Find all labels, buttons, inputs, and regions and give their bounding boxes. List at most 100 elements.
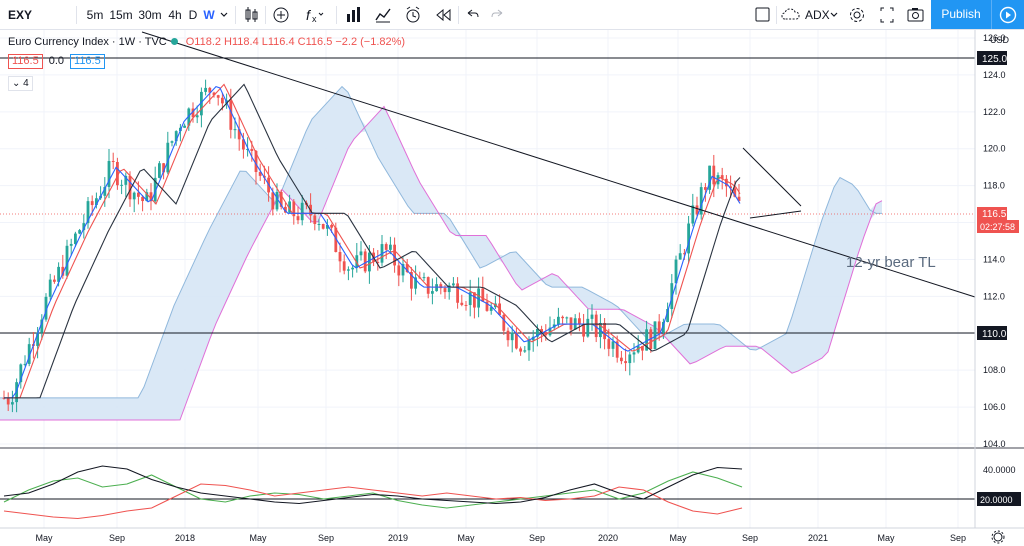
candle-body — [124, 175, 128, 185]
price-tick: 108.0 — [983, 365, 1006, 375]
candle-body — [603, 322, 606, 340]
candle-body — [657, 321, 661, 333]
time-tick: 2019 — [388, 533, 408, 543]
candle-body — [27, 344, 31, 364]
line-chart-icon — [375, 8, 391, 23]
gear-icon — [850, 8, 864, 22]
candle-body — [40, 319, 44, 333]
candle-body — [662, 321, 665, 333]
candle-body — [200, 91, 203, 116]
minus-di-line — [3, 483, 743, 520]
candle-body — [443, 288, 447, 293]
candle-body — [183, 125, 186, 128]
interval-15m[interactable]: 15m — [109, 8, 133, 22]
settings-button[interactable] — [846, 0, 868, 30]
candle-body — [464, 304, 468, 306]
candle-body — [103, 186, 107, 196]
price-axis[interactable]: 126.0124.0122.0120.0118.0116.0114.0112.0… — [983, 33, 1006, 449]
triangle-upper-line[interactable] — [742, 147, 802, 207]
interval-4h[interactable]: 4h — [168, 8, 182, 22]
symbol-search[interactable]: EXY — [8, 8, 33, 22]
candle-body — [153, 177, 157, 202]
candle-body — [208, 87, 212, 93]
redo-button[interactable] — [488, 0, 508, 30]
cloud-save-button[interactable]: ADX — [780, 0, 840, 30]
snapshot-button[interactable] — [904, 0, 926, 30]
candle-body — [86, 201, 90, 224]
candle-body — [258, 172, 262, 176]
candle-body — [473, 292, 476, 308]
candle-body — [11, 402, 14, 405]
interval-30m[interactable]: 30m — [138, 8, 162, 22]
templates-button[interactable] — [372, 0, 394, 30]
undo-button[interactable] — [462, 0, 482, 30]
candle-body — [250, 149, 254, 151]
candle-body — [594, 314, 598, 338]
legend-title[interactable]: Euro Currency Index · 1W · TVC — [8, 36, 167, 48]
candle-body — [620, 357, 623, 362]
price-chart[interactable]: 12-yr bear TL 126.0 124.0 122.0 120.0 118.0 1… — [0, 30, 1024, 546]
candle-body — [447, 285, 451, 293]
interval-w[interactable]: W — [203, 8, 215, 22]
horizontal-levels — [0, 57, 975, 334]
fullscreen-button[interactable] — [876, 0, 898, 30]
candle-body — [452, 283, 455, 286]
candle-body — [502, 314, 506, 331]
bear-trendline[interactable] — [141, 31, 976, 298]
candle-body — [586, 318, 590, 337]
candle-body — [187, 108, 191, 126]
replay-button[interactable] — [432, 0, 454, 30]
candle-body — [78, 230, 81, 234]
time-tick: Sep — [742, 533, 758, 543]
candle-body — [376, 261, 380, 263]
compare-button[interactable] — [270, 0, 292, 30]
candle-body — [519, 348, 522, 352]
candle-body — [527, 340, 531, 351]
time-tick: 2018 — [175, 533, 195, 543]
toolbar-divider — [265, 6, 266, 24]
cloud-dropdown[interactable] — [828, 0, 840, 30]
candle-body — [141, 196, 144, 202]
candle-body — [405, 263, 409, 272]
candle-body — [334, 227, 338, 253]
financials-button[interactable] — [342, 0, 364, 30]
interval-d[interactable]: D — [188, 8, 198, 22]
candle-body — [477, 288, 480, 308]
candle-body — [641, 346, 644, 351]
chart-type-button[interactable] — [240, 0, 262, 30]
bar-chart-icon — [347, 7, 360, 22]
gear-icon — [993, 532, 1003, 542]
price-label-125-bg — [977, 51, 1007, 65]
indicators-collapse-button[interactable]: ⌄ 4 — [8, 76, 33, 91]
candle-body — [347, 269, 350, 271]
candle-body — [368, 252, 371, 272]
axis-settings-button[interactable] — [991, 530, 1005, 544]
candle-body — [233, 129, 237, 131]
time-axis[interactable]: May Sep 2018 May Sep 2019 May Sep 2020 May Sep 2021… — [35, 533, 966, 543]
candles-icon — [245, 7, 258, 22]
interval-dropdown[interactable] — [218, 0, 230, 30]
candle-body — [288, 201, 291, 213]
legend-value-1: 116.5 — [8, 54, 43, 69]
candle-body — [321, 223, 325, 229]
candle-body — [342, 261, 346, 271]
play-button[interactable] — [991, 0, 1024, 29]
senkou-span-a — [0, 85, 882, 399]
layout-button[interactable] — [752, 0, 772, 30]
candle-body — [506, 330, 510, 341]
candle-body — [624, 361, 627, 364]
interval-5m[interactable]: 5m — [86, 8, 104, 22]
chart-legend: Euro Currency Index · 1W · TVC O118.2 H11… — [8, 36, 405, 48]
candle-body — [410, 271, 413, 289]
adx-tick-40: 40.0000 — [983, 465, 1016, 475]
price-label-110-bg — [977, 326, 1007, 340]
candle-body — [48, 279, 52, 297]
alert-button[interactable] — [402, 0, 424, 30]
triangle-lower-line[interactable] — [749, 210, 802, 219]
candle-body — [237, 129, 241, 140]
publish-button[interactable]: Publish — [931, 0, 991, 29]
toolbar-divider — [458, 6, 459, 24]
candle-body — [460, 302, 464, 305]
price-tick: 112.0 — [983, 291, 1005, 301]
